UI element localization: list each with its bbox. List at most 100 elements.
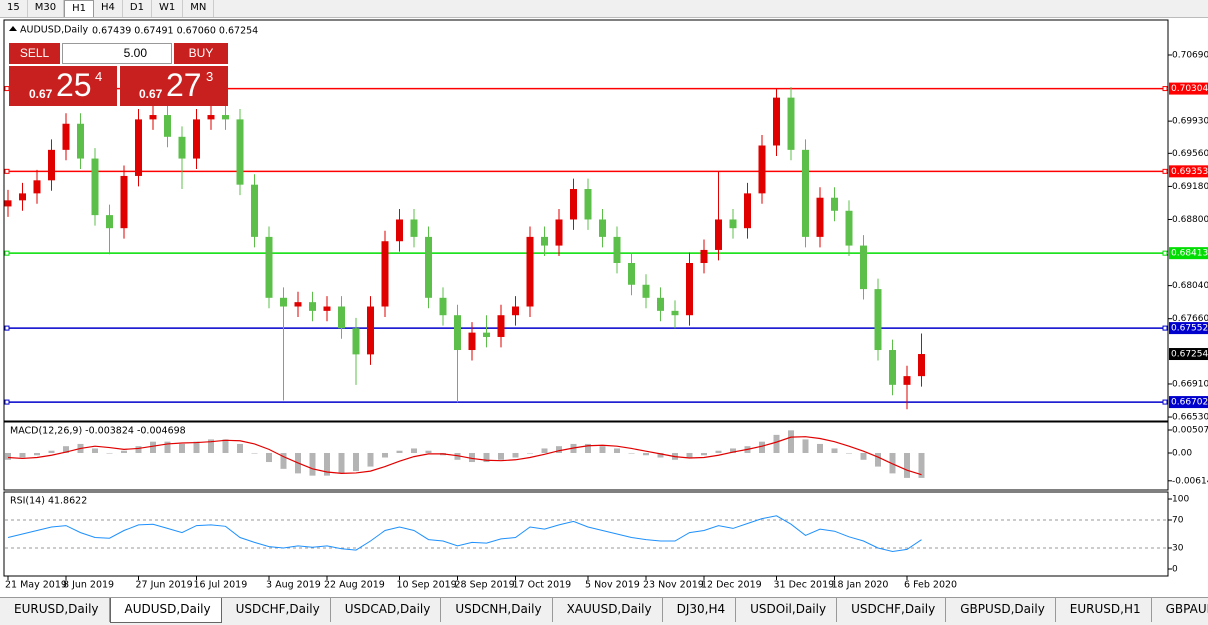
y-tick-label: 0.68800	[1172, 215, 1208, 225]
candle-body	[671, 310, 679, 316]
candle-body	[454, 315, 461, 351]
price-pips: 27	[166, 67, 202, 103]
level-label-box	[1169, 247, 1208, 260]
level-handle	[1162, 250, 1168, 256]
macd-bar	[19, 452, 26, 458]
macd-bar	[222, 439, 229, 453]
x-tick-label: 6 Feb 2020	[904, 580, 957, 591]
timeframe-button[interactable]: MN	[183, 0, 215, 17]
timeframe-button[interactable]: 15	[0, 0, 28, 17]
y-tick-label: 0.005076	[1172, 425, 1208, 435]
candle-body	[816, 197, 824, 237]
candle-body	[555, 219, 563, 246]
macd-bar	[396, 450, 403, 453]
timeframe-button[interactable]: D1	[123, 0, 152, 17]
level-handle	[4, 399, 10, 405]
candle-body	[642, 284, 650, 298]
candle-body	[106, 215, 113, 229]
y-tick-label: 0.70690	[1172, 50, 1208, 60]
candle-body	[149, 115, 157, 120]
candle-body	[309, 302, 316, 311]
candle-body	[164, 115, 171, 137]
candle-body	[367, 306, 374, 355]
candle-body	[903, 376, 911, 385]
macd-bar	[135, 446, 142, 453]
chart-tab[interactable]: USDOil,Daily	[736, 598, 838, 622]
chart-tab[interactable]: AUDUSD,Daily	[109, 598, 222, 623]
timeframe-button[interactable]: H4	[94, 0, 123, 17]
candle-body	[613, 236, 621, 263]
macd-bar	[48, 450, 55, 453]
candle-body	[787, 97, 795, 150]
level-label-box	[1169, 396, 1208, 409]
chart-tab[interactable]: GBPUSD,Daily	[946, 598, 1056, 622]
timeframe-button[interactable]: M30	[28, 0, 65, 17]
macd-bar	[367, 452, 374, 467]
timeframe-button[interactable]: H1	[64, 0, 94, 17]
candle-body	[251, 184, 258, 237]
macd-bar	[541, 448, 548, 453]
level-handle	[1162, 399, 1168, 405]
macd-bar	[150, 441, 156, 453]
macd-bar	[237, 443, 243, 453]
chart-tab[interactable]: USDCAD,Daily	[331, 598, 442, 622]
candle-body	[135, 119, 142, 176]
macd-bar	[527, 452, 533, 454]
buy-price[interactable]: 0.67 27 3	[120, 66, 228, 106]
candle-body	[33, 180, 41, 194]
y-tick-label: 30	[1172, 544, 1184, 554]
candle-body	[483, 332, 490, 337]
candle-body	[497, 315, 505, 337]
macd-bar	[599, 446, 606, 453]
x-tick-label: 22 Aug 2019	[324, 580, 385, 591]
chart-tab[interactable]: XAUUSD,Daily	[553, 598, 663, 622]
candle-body	[381, 241, 389, 307]
macd-bar	[411, 448, 417, 453]
macd-bar	[324, 452, 330, 476]
chart-tab[interactable]: EURUSD,H1	[1056, 598, 1152, 622]
macd-bar	[280, 452, 287, 469]
macd-bar	[193, 441, 200, 453]
price-big: 0.67	[29, 87, 53, 101]
main-pane	[3, 19, 1169, 422]
macd-bar	[889, 452, 896, 474]
macd-bar	[469, 452, 475, 463]
level-handle	[1162, 168, 1168, 174]
macd-bar	[686, 452, 693, 458]
x-tick-label: 16 Jul 2019	[194, 580, 248, 591]
rsi-line	[7, 515, 922, 553]
chart-tab[interactable]: EURUSD,Daily	[0, 598, 110, 622]
candle-body	[628, 262, 635, 285]
macd-bar	[556, 446, 562, 453]
level-label: 0.66702	[1171, 398, 1208, 408]
sell-button[interactable]: SELL	[9, 43, 60, 64]
chart-tab[interactable]: USDCHF,Daily	[837, 598, 947, 622]
macd-bar	[773, 434, 780, 453]
x-tick-label: 5 Nov 2019	[585, 580, 640, 591]
candle-body	[4, 200, 12, 207]
y-tick-label: 0.69930	[1172, 117, 1208, 127]
macd-bar	[657, 452, 664, 458]
lot-field[interactable]: 5.00	[62, 43, 172, 64]
chart-tab[interactable]: DJ30,H4	[663, 598, 737, 622]
chart-tab[interactable]: GBPAUD,H1	[1152, 598, 1208, 622]
candle-body	[802, 149, 809, 237]
macd-bar	[860, 452, 867, 460]
candle-body	[758, 145, 766, 194]
buy-button[interactable]: BUY	[174, 43, 228, 64]
macd-bar	[63, 446, 69, 453]
y-tick-label: 70	[1172, 516, 1184, 526]
candle-body	[178, 136, 186, 159]
candle-body	[62, 123, 70, 150]
timeframe-button[interactable]: W1	[152, 0, 184, 17]
level-label: 0.68413	[1171, 249, 1208, 259]
y-tick-label: 0.00	[1172, 448, 1192, 458]
candle-body	[396, 219, 403, 242]
macd-bar	[5, 452, 11, 460]
chart-tab[interactable]: USDCNH,Daily	[441, 598, 553, 622]
macd-bar	[353, 452, 359, 472]
chart-tab[interactable]: USDCHF,Daily	[222, 598, 331, 622]
level-handle	[4, 250, 10, 256]
sell-price[interactable]: 0.67 25 4	[9, 66, 117, 106]
